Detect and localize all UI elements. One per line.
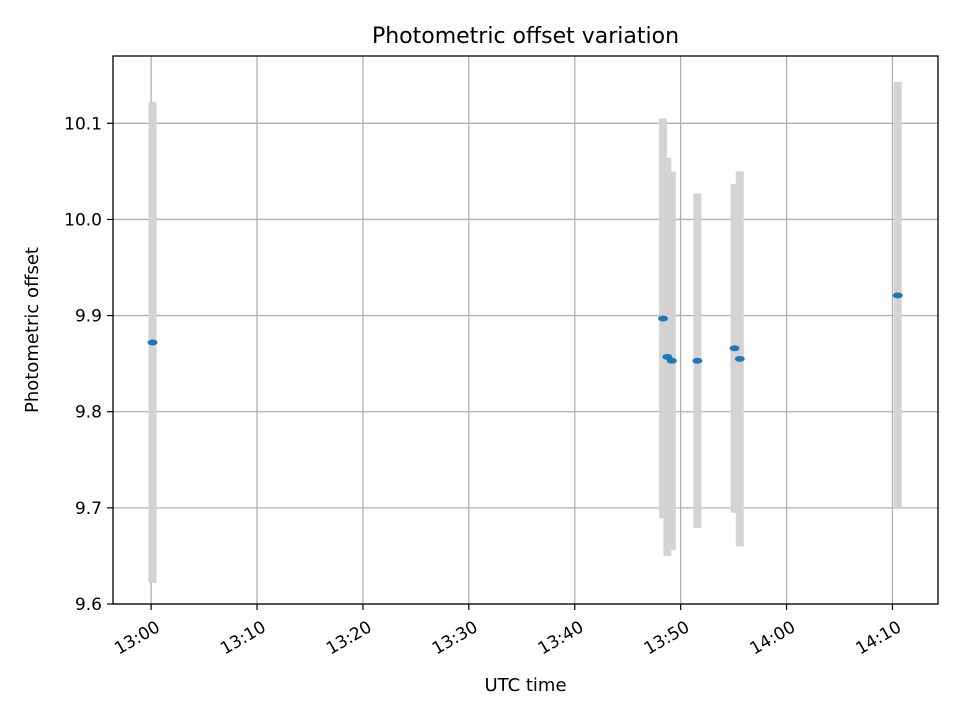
data-point (892, 292, 903, 299)
x-tick-label: 13:40 (535, 617, 587, 659)
data-point (734, 355, 745, 362)
plot-frame (112, 55, 939, 605)
data-point (692, 357, 703, 364)
y-tick-label: 10.1 (64, 114, 102, 134)
data-point (147, 339, 158, 346)
x-tick-label: 13:20 (323, 617, 375, 659)
x-tick-label: 13:50 (641, 617, 693, 659)
y-tick-label: 9.9 (75, 307, 102, 327)
x-axis-label: UTC time (484, 675, 566, 696)
x-tick-label: 13:00 (111, 617, 163, 659)
y-tick-label: 10.0 (64, 210, 102, 230)
data-point (658, 315, 668, 322)
y-tick-label: 9.6 (75, 595, 102, 615)
y-axis-label: Photometric offset (22, 247, 43, 413)
x-tick-label: 14:00 (747, 617, 799, 659)
data-points (147, 292, 903, 364)
data-point (729, 345, 740, 352)
x-tick-label: 13:30 (429, 617, 481, 659)
ticks: 13:00 13:10 13:20 13:30 13:40 13:50 14:00 14:10… (64, 114, 905, 659)
grid (113, 56, 938, 605)
x-tick-label: 13:10 (217, 617, 269, 659)
x-tick-label: 14:10 (853, 617, 905, 659)
y-tick-label: 9.8 (75, 403, 102, 423)
data-point (666, 357, 677, 364)
y-tick-label: 9.7 (75, 499, 102, 519)
chart-title: Photometric offset variation (372, 24, 679, 49)
